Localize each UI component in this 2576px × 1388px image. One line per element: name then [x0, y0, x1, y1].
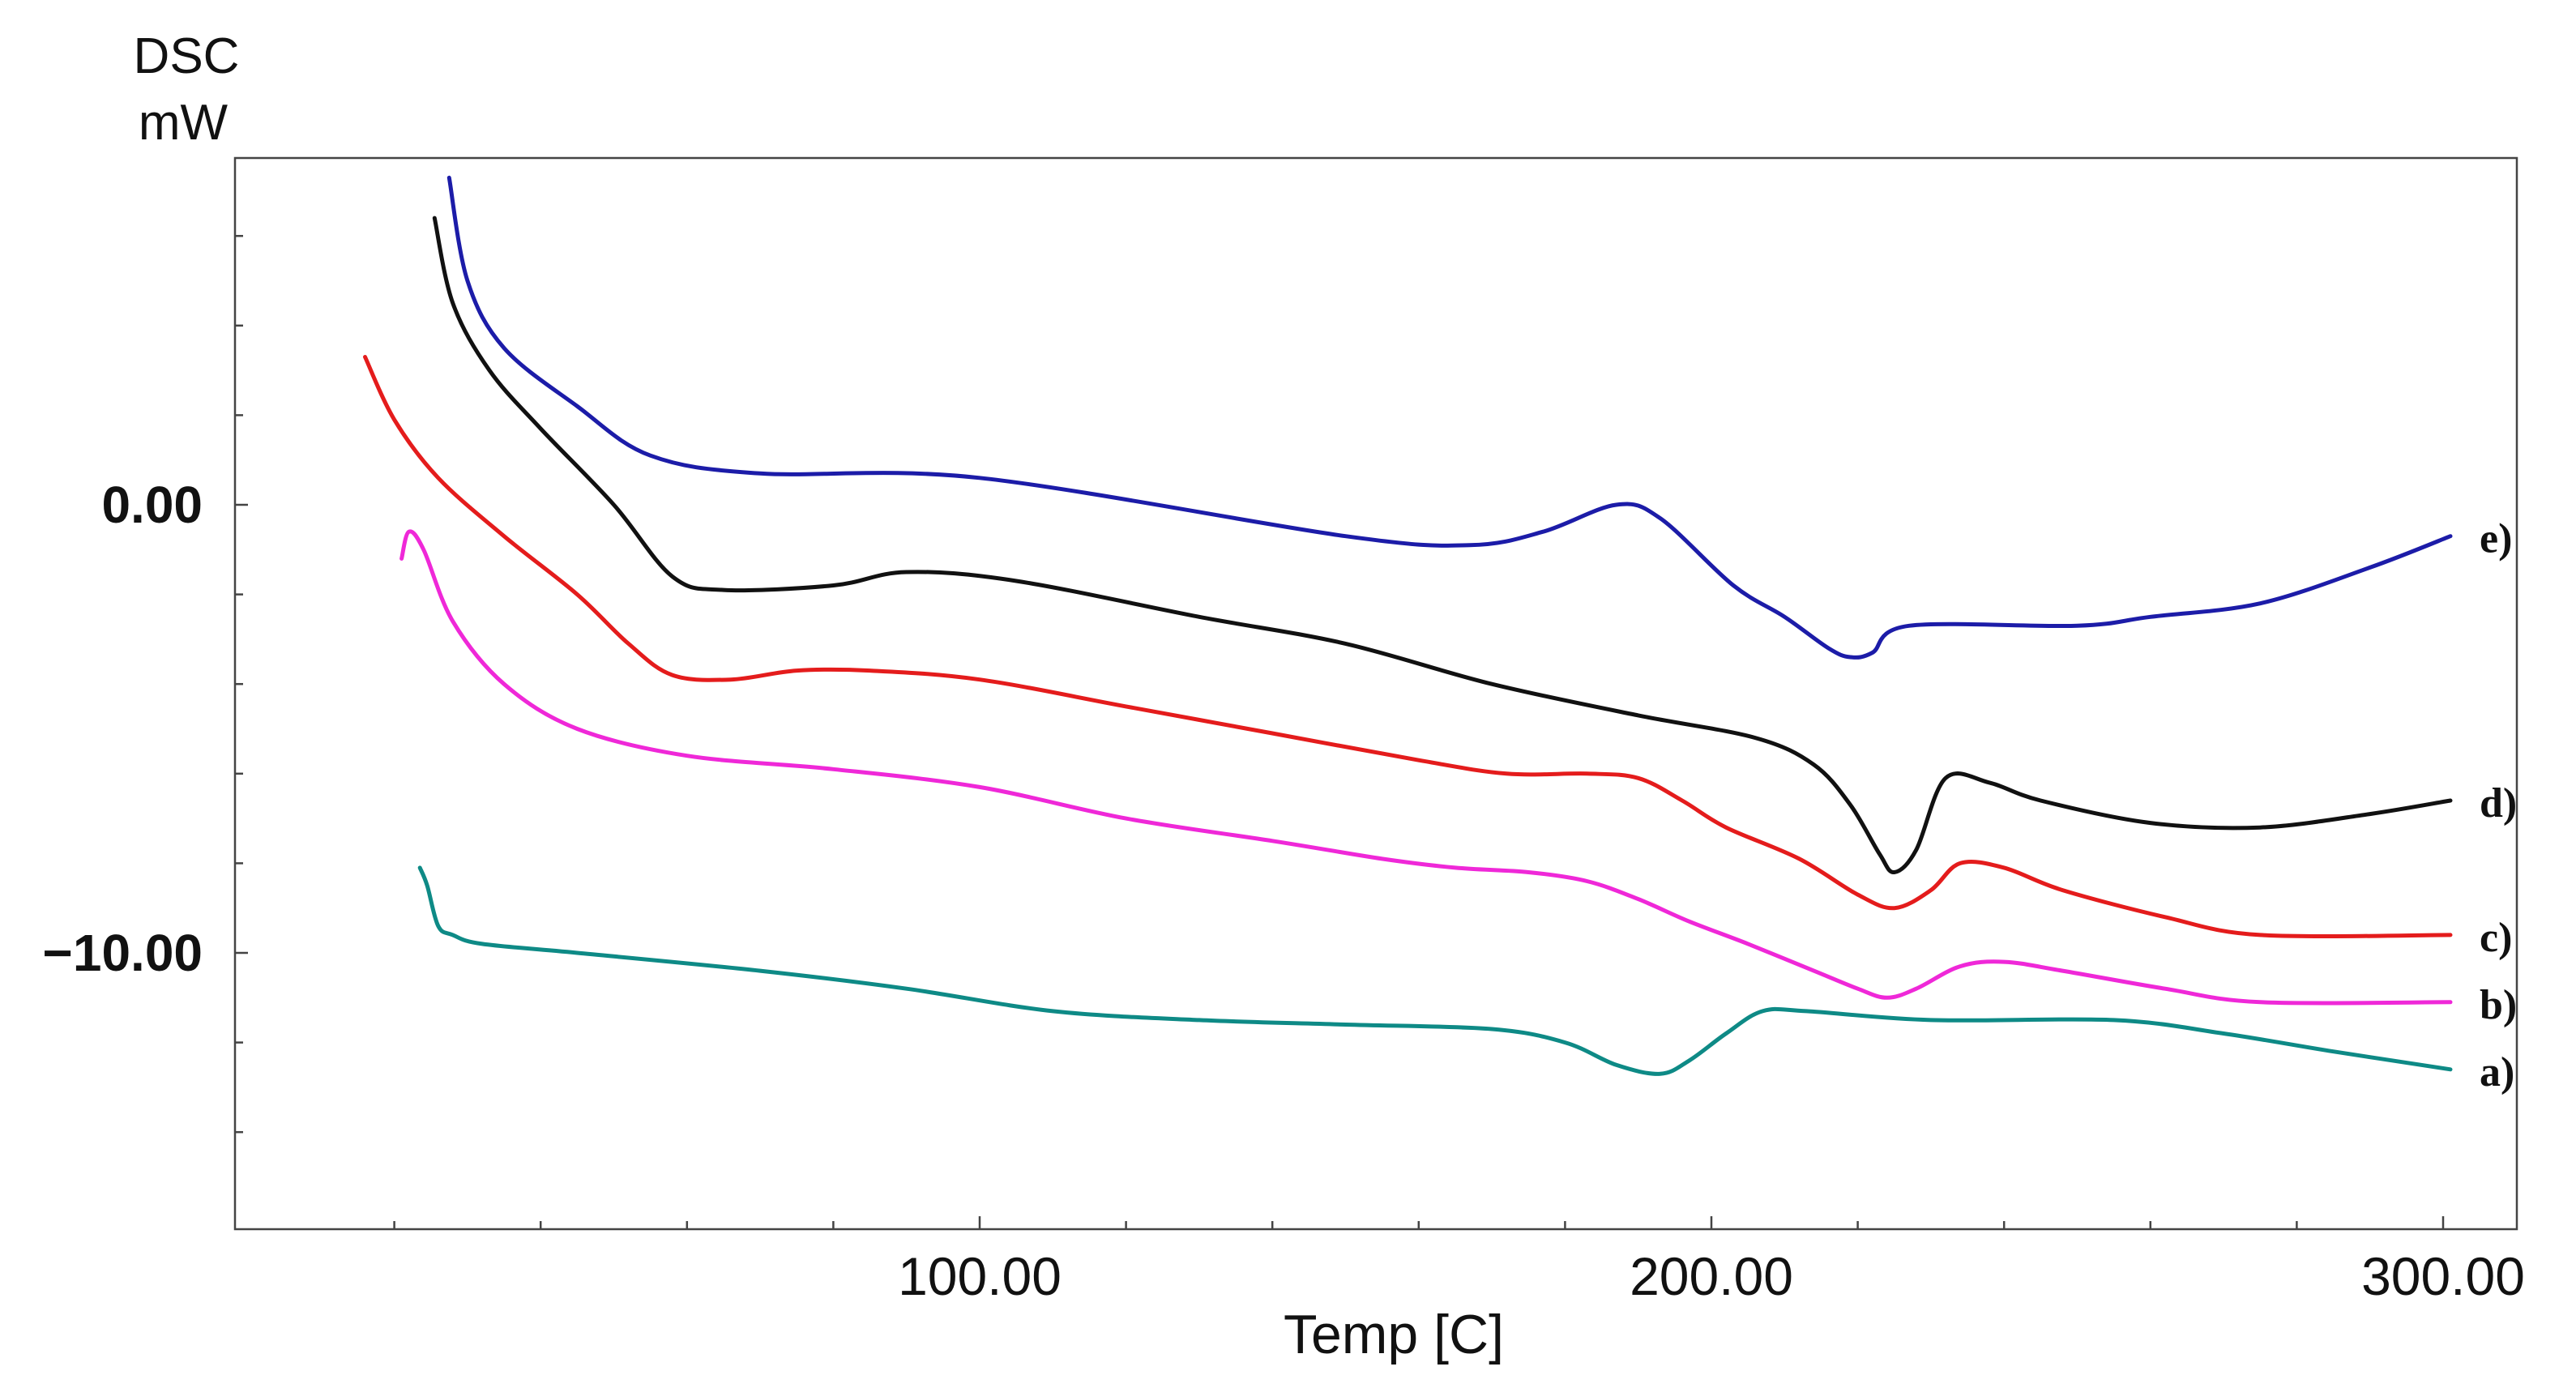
series-a-label: a) [2480, 1049, 2514, 1095]
series-e-line [446, 175, 2453, 660]
y-tick-label: −10.00 [42, 924, 203, 982]
series-d-label: d) [2480, 780, 2517, 826]
tick-labels: 100.00 200.00 300.00 0.00 −10.00 [42, 476, 2524, 1306]
y-axis-label-line1: DSC [134, 28, 240, 84]
series-e-label: e) [2480, 516, 2512, 562]
x-tick-label: 200.00 [1630, 1246, 1793, 1306]
series-d-line [432, 216, 2453, 874]
series-c-label: c) [2480, 915, 2512, 961]
x-tick-label: 100.00 [898, 1246, 1062, 1306]
plot-frame [233, 156, 2518, 1231]
series-c-line [363, 355, 2453, 939]
series-b-label: b) [2480, 982, 2517, 1028]
x-tick-label: 300.00 [2361, 1246, 2525, 1306]
y-axis-label-line2: mW [139, 95, 229, 151]
x-axis-label: Temp [C] [1284, 1304, 1504, 1365]
series-labels: e) d) c) b) a) [2480, 516, 2517, 1095]
y-tick-label: 0.00 [101, 476, 203, 534]
minor-tick-marks [235, 234, 2445, 1229]
series-a-line [417, 865, 2453, 1076]
series-lines [363, 175, 2453, 1076]
series-b-line [399, 529, 2453, 1006]
